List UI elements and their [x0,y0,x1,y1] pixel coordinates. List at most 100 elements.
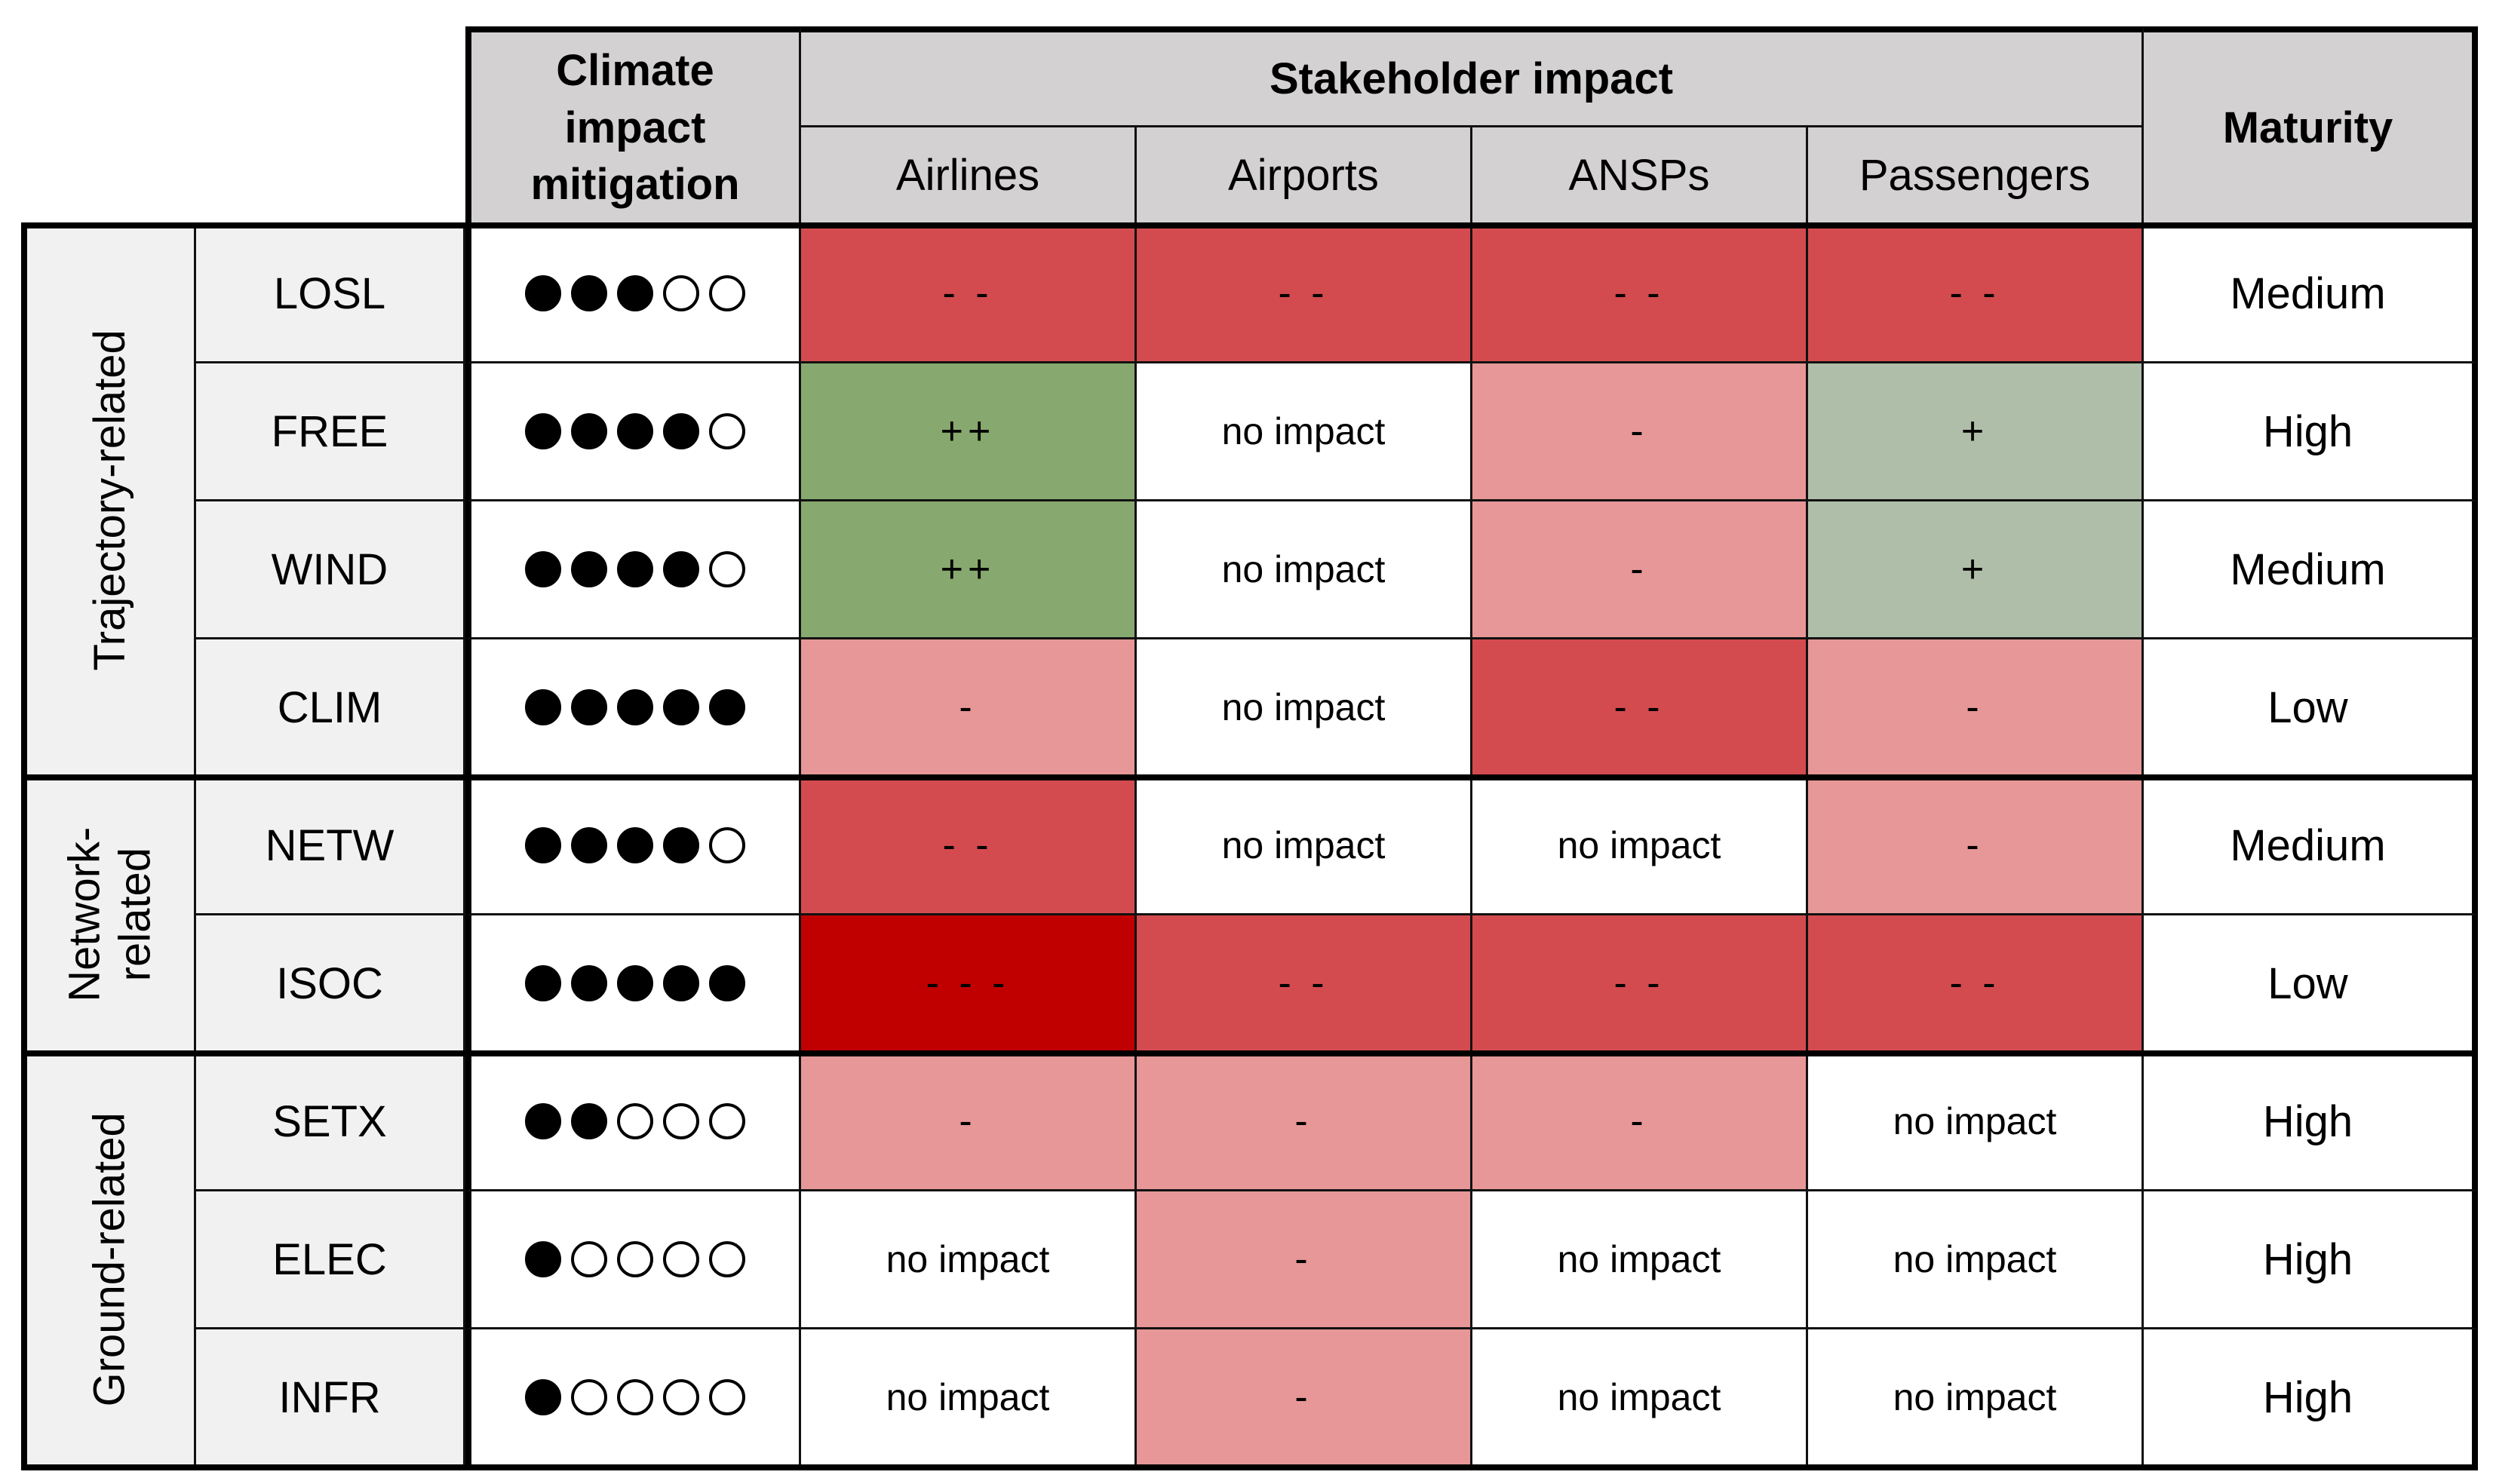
impact-cell-airlines: no impact [801,1191,1137,1329]
maturity-value: Medium [2230,820,2386,870]
group-label-cell: Trajectory-related [21,225,196,777]
impact-cell-ansps: - [1472,501,1808,639]
stakeholder-header-airlines-text: Airlines [895,151,1040,200]
impact-cell-ansps: - [1472,1053,1808,1191]
maturity-cell: Medium [2144,777,2478,915]
filled-dot [663,413,699,449]
measure-code-cell: NETW [196,777,465,915]
group-label: Trajectory-related [85,330,135,671]
impact-cell-ansps: no impact [1472,1191,1808,1329]
impact-cell-passengers: - - [1808,915,2144,1053]
impact-value: no impact [1557,1238,1721,1280]
filled-dot [617,275,653,311]
impact-value: - [959,1099,977,1143]
measure-code-cell: CLIM [196,639,465,777]
impact-cell-passengers: + [1808,501,2144,639]
impact-cell-passengers: + [1808,363,2144,501]
maturity-value: Medium [2230,268,2386,318]
impact-value: - - [1613,271,1665,315]
impact-cell-airlines: - [801,1053,1137,1191]
climate-rating-cell [465,363,801,501]
filled-dot [617,413,653,449]
impact-cell-passengers: no impact [1808,1053,2144,1191]
impact-cell-airlines: ++ [801,501,1137,639]
impact-cell-airlines: - [801,639,1137,777]
stakeholder-impact-header-text: Stakeholder impact [1269,54,1674,103]
impact-value: - [1294,1099,1313,1143]
impact-value: - - [1613,961,1665,1005]
maturity-value: Low [2267,958,2348,1008]
filled-dot [617,965,653,1001]
empty-dot [617,1379,653,1415]
measure-code: FREE [271,406,388,456]
impact-cell-airlines: - - [801,777,1137,915]
climate-rating-cell [465,225,801,363]
maturity-cell: High [2144,1053,2478,1191]
impact-cell-airports: - [1137,1191,1472,1329]
impact-value: no impact [886,1376,1050,1418]
group-separator [21,774,2478,780]
impact-cell-ansps: - [1472,363,1808,501]
group-separator [21,1464,2478,1470]
impact-value: no impact [1557,1376,1721,1418]
impact-cell-ansps: - - [1472,225,1808,363]
measure-code-cell: ELEC [196,1191,465,1329]
climate-rating-cell [465,1191,801,1329]
filled-dot [525,1103,561,1139]
impact-cell-ansps: no impact [1472,777,1808,915]
empty-dot [709,1241,745,1277]
empty-dot [617,1241,653,1277]
maturity-cell: High [2144,1191,2478,1329]
impact-value: no impact [1893,1100,2057,1142]
impact-cell-passengers: no impact [1808,1329,2144,1467]
empty-dot [709,275,745,311]
impact-cell-airlines: - - - [801,915,1137,1053]
filled-dot [617,551,653,587]
measure-code: NETW [265,820,395,870]
measure-code: CLIM [277,682,382,732]
filled-dot [663,827,699,863]
impact-value: - - [1949,961,2000,1005]
impact-cell-ansps: - - [1472,639,1808,777]
stakeholder-header-airports: Airports [1137,127,1472,225]
maturity-value: High [2262,1096,2353,1146]
filled-dot [571,275,607,311]
group-separator [21,1050,2478,1056]
measure-code-cell: SETX [196,1053,465,1191]
maturity-value: Medium [2230,544,2386,594]
filled-dot [525,413,561,449]
empty-dot [663,1103,699,1139]
climate-rating-cell [465,1053,801,1191]
impact-value: - [959,685,977,729]
group-label-cell: Ground-related [21,1053,196,1467]
empty-dot [617,1103,653,1139]
impact-value: no impact [1221,548,1386,590]
filled-dot [571,689,607,725]
maturity-value: High [2262,406,2353,456]
measure-code: SETX [272,1096,387,1146]
impact-value: - [1294,1237,1313,1281]
table-top-border [21,222,2478,228]
empty-dot [663,1241,699,1277]
maturity-value: High [2262,1234,2353,1284]
empty-dot [709,827,745,863]
stakeholder-header-passengers-text: Passengers [1859,151,2091,200]
filled-dot [525,965,561,1001]
filled-dot [709,965,745,1001]
measure-code-cell: WIND [196,501,465,639]
maturity-header-text: Maturity [2222,103,2393,152]
impact-cell-passengers: - - [1808,225,2144,363]
empty-dot [571,1241,607,1277]
maturity-cell: Medium [2144,501,2478,639]
climate-rating-cell [465,777,801,915]
measure-code: WIND [271,544,388,594]
climate-rating-cell [465,501,801,639]
impact-value: ++ [940,547,996,591]
empty-dot [709,413,745,449]
impact-value: - [1966,685,1984,729]
filled-dot [663,689,699,725]
filled-dot [663,965,699,1001]
impact-value: + [1960,409,1989,453]
impact-value: no impact [886,1238,1050,1280]
